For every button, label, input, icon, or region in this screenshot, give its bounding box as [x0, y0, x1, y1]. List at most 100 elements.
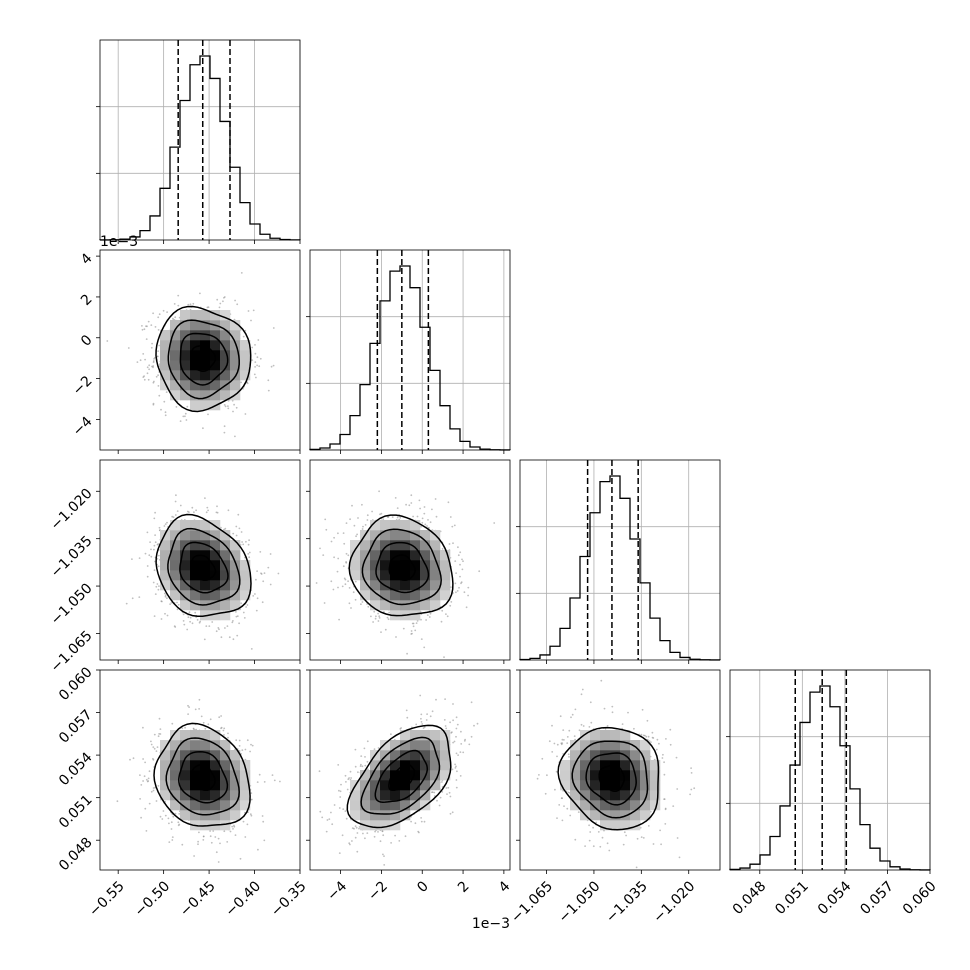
- density-cell: [170, 390, 181, 401]
- scatter-point: [452, 719, 454, 722]
- density-cell: [390, 810, 401, 821]
- scatter-point: [450, 732, 453, 734]
- scatter-point: [541, 757, 544, 760]
- density-cell: [570, 800, 581, 811]
- density-cell: [200, 730, 211, 741]
- scatter-point: [323, 602, 326, 604]
- scatter-point: [125, 602, 128, 605]
- scatter-point: [198, 831, 200, 834]
- density-cell: [600, 780, 611, 791]
- density-cell: [180, 530, 191, 541]
- scatter-point: [476, 722, 479, 725]
- density-cell: [190, 540, 201, 551]
- density-cell: [590, 790, 601, 801]
- density-cell: [420, 540, 431, 551]
- density-cell: [610, 810, 621, 821]
- panel-frame: [519, 669, 721, 871]
- density-cell: [640, 750, 651, 761]
- scatter-point: [172, 815, 175, 818]
- scatter-point: [645, 735, 648, 738]
- density-cell: [610, 770, 621, 781]
- scatter-point: [383, 864, 386, 866]
- scatter-point: [148, 802, 151, 805]
- scatter-point: [153, 544, 156, 547]
- scatter-point: [174, 514, 177, 516]
- scatter-point: [240, 272, 243, 274]
- density-cell: [640, 780, 651, 791]
- scatter-point: [234, 299, 237, 302]
- scatter-point: [431, 508, 433, 511]
- scatter-point: [243, 617, 246, 619]
- scatter-point: [418, 499, 421, 502]
- scatter-point: [367, 605, 370, 608]
- scatter-point: [658, 742, 660, 745]
- scatter-point: [152, 403, 155, 406]
- density-cell: [180, 810, 191, 821]
- histogram-step: [309, 265, 511, 451]
- density-cell: [620, 780, 631, 791]
- density-cell: [210, 810, 221, 821]
- scatter-point: [423, 646, 426, 649]
- scatter-point: [396, 507, 399, 509]
- scatter-point: [556, 755, 558, 758]
- density-cell: [390, 740, 401, 751]
- density-cell: [210, 390, 221, 401]
- scatter-point: [652, 737, 655, 739]
- scatter-point: [420, 820, 423, 823]
- density-cells: [560, 730, 661, 831]
- scatter-point: [154, 511, 157, 514]
- scatter-point: [461, 558, 463, 561]
- scatter-point: [423, 820, 426, 823]
- scatter-point: [330, 580, 333, 583]
- scatter-point: [204, 727, 207, 730]
- scatter-point: [159, 733, 162, 735]
- scatter-point: [338, 852, 341, 854]
- scatter-point: [229, 830, 232, 833]
- scatter-point: [182, 620, 185, 622]
- scatter-point: [339, 796, 342, 798]
- scatter-point: [251, 346, 254, 349]
- density-cell: [410, 530, 421, 541]
- scatter-point: [351, 827, 354, 829]
- scatter-point: [232, 620, 234, 622]
- density-cell: [190, 770, 201, 781]
- density-cell: [420, 790, 431, 801]
- density-cell: [220, 370, 231, 381]
- y-tick-label: 0.051: [56, 792, 96, 832]
- density-cell: [220, 320, 231, 331]
- density-cell: [160, 770, 171, 781]
- scatter-point: [364, 756, 366, 758]
- scatter-point: [177, 821, 180, 824]
- scatter-point: [597, 831, 600, 833]
- density-cell: [210, 310, 221, 321]
- scatter-point: [163, 400, 166, 403]
- density-cell: [600, 750, 611, 761]
- scatter-point: [355, 826, 358, 829]
- scatter-point: [592, 826, 594, 829]
- scatter-point: [418, 831, 420, 834]
- scatter-point: [561, 797, 563, 800]
- scatter-point: [599, 845, 602, 848]
- scatter-point: [157, 543, 160, 545]
- scatter-point: [150, 346, 153, 349]
- scatter-point: [672, 805, 675, 807]
- density-cell: [190, 320, 201, 331]
- scatter-point: [426, 525, 428, 527]
- density-cell: [180, 360, 191, 371]
- scatter-point: [378, 617, 381, 619]
- scatter-point: [159, 728, 162, 730]
- scatter-point: [192, 728, 195, 730]
- scatter-point: [140, 816, 143, 819]
- density-cell: [630, 790, 641, 801]
- scatter-point: [157, 735, 160, 738]
- scatter-point: [556, 817, 558, 819]
- scatter-point: [608, 849, 611, 852]
- scatter-point: [162, 309, 165, 312]
- density-cell: [370, 780, 381, 791]
- density-cell: [570, 740, 581, 751]
- scatter-point: [377, 620, 380, 622]
- density-cell: [170, 370, 181, 381]
- scatter-point: [378, 490, 380, 493]
- density-cell: [210, 800, 221, 811]
- density-cell: [200, 390, 211, 401]
